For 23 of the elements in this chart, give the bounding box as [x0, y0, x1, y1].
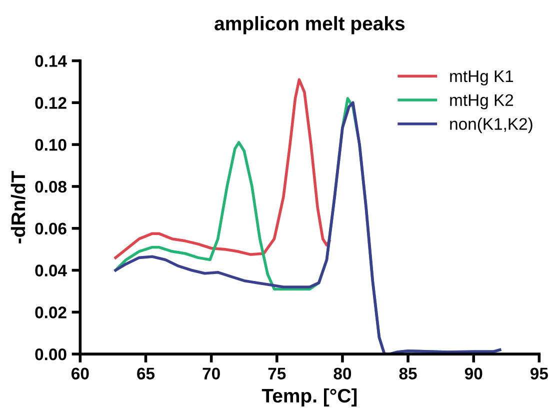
legend-label: mtHg K2	[450, 94, 514, 110]
x-tick-label: 65	[137, 368, 155, 380]
x-tick-label: 60	[72, 368, 89, 380]
legend-label: non(K1,K2)	[450, 118, 532, 134]
chart-title: amplicon melt peaks	[214, 16, 405, 34]
x-tick-label: 85	[399, 368, 417, 380]
x-axis-title: Temp. [°C]	[262, 388, 357, 406]
x-tick-label: 70	[202, 368, 220, 380]
y-tick-label: 0.00	[35, 348, 66, 360]
y-axis-title: -dRn/dT	[10, 170, 26, 244]
y-tick-label: 0.04	[35, 264, 67, 276]
y-tick-label: 0.08	[35, 180, 66, 193]
y-tick-label: 0.10	[35, 138, 66, 151]
y-tick-label: 0.14	[35, 55, 67, 67]
x-tick-label: 95	[530, 368, 548, 380]
x-tick-label: 80	[334, 368, 352, 380]
x-tick-label: 90	[464, 368, 482, 380]
line-series	[114, 78, 331, 260]
x-tick-label: 75	[268, 368, 286, 380]
y-tick-label: 0.06	[35, 222, 66, 235]
legend-label: mtHg K1	[450, 70, 514, 86]
y-tick-label: 0.12	[35, 97, 66, 109]
y-tick-label: 0.02	[35, 306, 66, 318]
